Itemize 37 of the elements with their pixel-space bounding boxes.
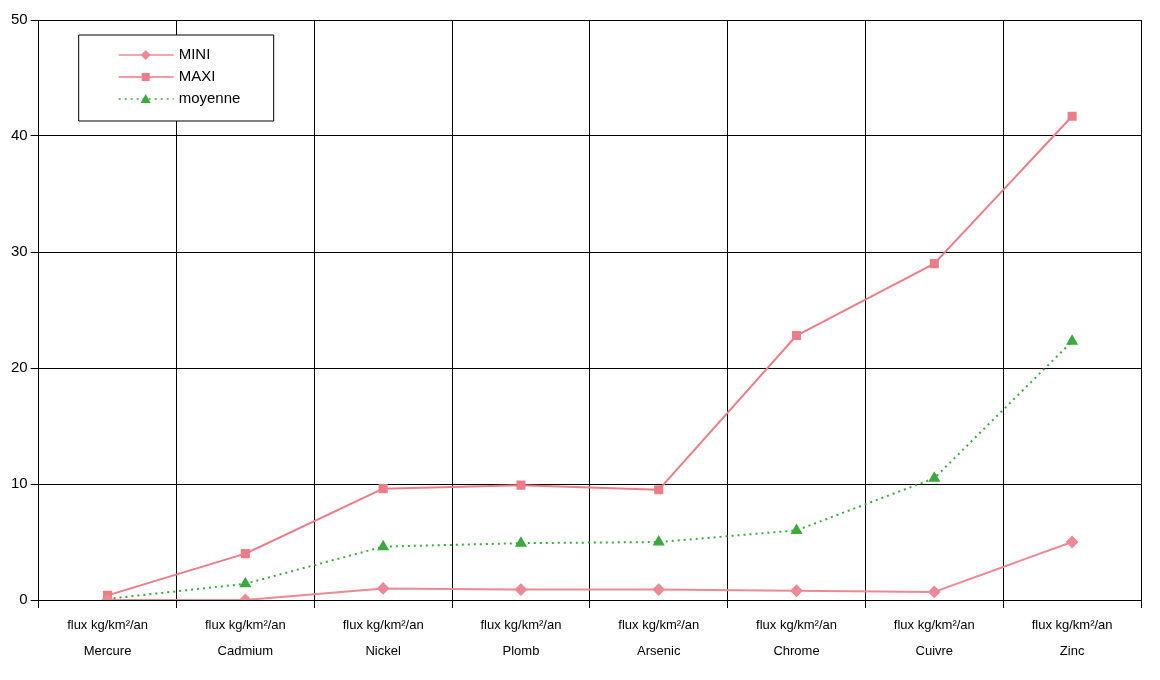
point <box>654 485 664 495</box>
point <box>240 549 250 559</box>
point <box>240 577 251 588</box>
y-tick-label: 30 <box>11 242 28 260</box>
point <box>652 583 665 596</box>
x-tick-label: flux kg/km²/an Plomb <box>480 616 562 658</box>
x-tick-label: flux kg/km²/an Arsenic <box>618 616 700 658</box>
point <box>791 524 802 534</box>
x-tick-label: flux kg/km²/an Cadmium <box>204 616 286 658</box>
y-tick-label: 50 <box>11 10 28 28</box>
point <box>515 537 527 547</box>
point <box>1066 536 1079 548</box>
point <box>1066 335 1078 345</box>
point <box>1067 111 1077 121</box>
x-tick-label: flux kg/km²/an Nickel <box>342 616 424 658</box>
y-tick-label: 20 <box>11 358 28 376</box>
y-tick-label: 10 <box>11 474 28 492</box>
y-tick-label: 40 <box>11 126 28 144</box>
point <box>929 259 939 269</box>
point <box>791 330 802 341</box>
point <box>514 583 527 596</box>
point <box>516 480 526 490</box>
x-tick-label: flux kg/km²/an Mercure <box>67 616 149 658</box>
legend-label: MAXI <box>178 67 216 85</box>
x-tick-label: flux kg/km²/an Chrome <box>756 616 837 658</box>
x-tick-label: flux kg/km²/an Zinc <box>1031 616 1113 658</box>
y-tick-label: 0 <box>19 590 28 608</box>
legend-label: MINI <box>178 45 211 63</box>
point <box>378 484 388 494</box>
point <box>653 536 665 546</box>
point <box>790 584 803 597</box>
point <box>377 540 389 551</box>
legend-label: moyenne <box>178 89 241 107</box>
point <box>377 582 390 595</box>
x-tick-label: flux kg/km²/an Cuivre <box>893 616 975 658</box>
point <box>928 472 940 482</box>
point <box>928 585 941 598</box>
